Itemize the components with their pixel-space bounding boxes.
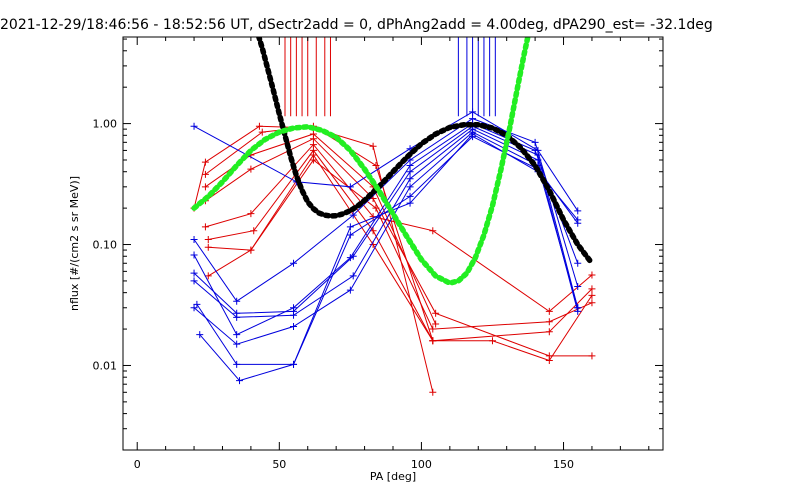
red-point-4-0 (201, 223, 209, 231)
red-point-2-0 (201, 183, 209, 191)
blue-point-4-1 (233, 313, 241, 321)
blue-point-7-4 (406, 199, 414, 207)
blue-point-7-5 (469, 130, 477, 138)
blue-point-2-6 (531, 146, 539, 154)
y-tick-label: 0.01 (93, 359, 118, 372)
x-tick-label: 50 (272, 458, 286, 471)
y-tick-label: 0.10 (93, 239, 118, 252)
red-point-7-6 (588, 299, 596, 307)
blue-point-0-4 (469, 108, 477, 116)
red-point-6-7 (588, 291, 596, 299)
red-point-5-0 (204, 236, 212, 244)
blue-point-7-1 (233, 360, 241, 368)
red-point-6-6 (545, 356, 553, 364)
blue-point-1-2 (290, 259, 298, 267)
blue-point-2-7 (574, 259, 582, 267)
blue-point-0-0 (190, 122, 198, 130)
green-fit-curve (191, 37, 531, 287)
blue-series-7 (196, 133, 579, 365)
red-point-3-6 (588, 352, 596, 360)
blue-point-6-3 (346, 231, 354, 239)
red-point-2-4 (432, 320, 440, 328)
red-point-3-2 (309, 135, 317, 143)
x-axis-label: PA [deg] (370, 470, 416, 483)
blue-series-2 (193, 123, 579, 336)
red-point-6-4 (429, 337, 437, 345)
blue-point-6-1 (236, 377, 244, 385)
blue-point-5-2 (290, 322, 298, 330)
blue-point-4-4 (406, 175, 414, 183)
red-point-4-5 (545, 307, 553, 315)
blue-point-3-4 (406, 168, 414, 176)
red-point-4-4 (429, 227, 437, 235)
red-point-5-1 (250, 227, 258, 235)
blue-point-3-0 (190, 269, 198, 277)
blue-point-2-0 (190, 251, 198, 259)
blue-point-4-3 (349, 272, 357, 280)
blue-point-3-3 (349, 252, 357, 260)
x-tick-label: 0 (134, 458, 141, 471)
red-point-7-4 (429, 325, 437, 333)
blue-point-1-7 (574, 282, 582, 290)
red-point-1-0 (201, 170, 209, 178)
red-point-0-5 (429, 388, 437, 396)
blue-point-7-0 (193, 300, 201, 308)
red-series-7 (208, 159, 593, 330)
fit-curves (191, 37, 595, 287)
red-point-7-2 (309, 156, 317, 164)
red-point-5-6 (588, 285, 596, 293)
y-axis-label: nflux [#/(cm2 s sr MeV)] (68, 176, 81, 311)
chart-title: 2021-12-29/18:46:56 - 18:52:56 UT, dSect… (0, 17, 713, 33)
blue-point-0-2 (346, 183, 354, 191)
red-point-7-5 (545, 318, 553, 326)
red-point-3-1 (247, 165, 255, 173)
marker-lines (284, 37, 496, 117)
blue-point-2-3 (346, 254, 354, 262)
red-point-0-2 (255, 122, 263, 130)
blue-point-0-6 (574, 207, 582, 215)
red-point-1-1 (258, 128, 266, 136)
red-point-7-3 (372, 204, 380, 212)
y-tick-label: 1.00 (93, 118, 118, 131)
red-point-4-6 (588, 271, 596, 279)
blue-point-2-1 (233, 331, 241, 339)
red-point-7-1 (247, 246, 255, 254)
blue-point-5-7 (574, 304, 582, 312)
red-point-4-1 (247, 210, 255, 218)
blue-point-6-4 (406, 192, 414, 200)
blue-series-5 (193, 131, 579, 345)
red-point-0-1 (201, 158, 209, 166)
red-point-6-0 (204, 243, 212, 251)
axes: 0 50 100 150 0.01 0.10 1.00 (93, 36, 664, 471)
x-tick-label: 100 (411, 458, 432, 471)
blue-point-5-3 (346, 286, 354, 294)
blue-point-7-7 (574, 216, 582, 224)
blue-point-1-0 (190, 236, 198, 244)
red-point-6-5 (488, 337, 496, 345)
red-point-3-4 (432, 309, 440, 317)
blue-point-5-0 (190, 304, 198, 312)
blue-point-4-2 (290, 311, 298, 319)
red-point-7-0 (204, 272, 212, 280)
blue-point-7-2 (290, 360, 298, 368)
blue-point-1-3 (349, 211, 357, 219)
blue-point-1-1 (233, 297, 241, 305)
blue-point-6-0 (196, 331, 204, 339)
blue-point-5-4 (406, 183, 414, 191)
blue-point-2-4 (406, 162, 414, 170)
x-tick-label: 150 (553, 458, 574, 471)
blue-point-4-0 (190, 277, 198, 285)
blue-series-6 (199, 135, 579, 382)
blue-point-5-1 (233, 340, 241, 348)
red-point-0-4 (369, 142, 377, 150)
blue-point-7-3 (346, 223, 354, 231)
red-point-1-3 (372, 162, 380, 170)
blue-point-1-6 (531, 138, 539, 146)
red-point-5-5 (545, 328, 553, 336)
